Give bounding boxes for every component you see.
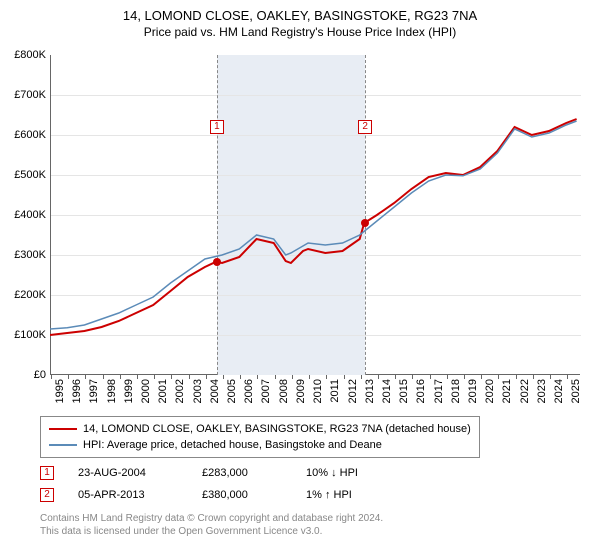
x-tick <box>275 375 276 379</box>
x-tick <box>257 375 258 379</box>
transaction-price: £380,000 <box>202 489 282 501</box>
footer-line1: Contains HM Land Registry data © Crown c… <box>40 512 383 525</box>
x-axis-label: 2006 <box>243 379 255 403</box>
x-tick <box>361 375 362 379</box>
transaction-price: £283,000 <box>202 467 282 479</box>
transaction-date: 23-AUG-2004 <box>78 467 178 479</box>
x-axis-label: 2015 <box>398 379 410 403</box>
x-axis-label: 2022 <box>519 379 531 403</box>
x-tick <box>85 375 86 379</box>
x-tick <box>550 375 551 379</box>
x-axis-label: 2020 <box>484 379 496 403</box>
x-axis-label: 1995 <box>54 379 66 403</box>
x-axis-label: 2004 <box>209 379 221 403</box>
x-axis-label: 2007 <box>260 379 272 403</box>
x-axis-label: 1999 <box>123 379 135 403</box>
x-axis-label: 2000 <box>140 379 152 403</box>
x-tick <box>344 375 345 379</box>
x-axis-label: 2016 <box>415 379 427 403</box>
x-tick <box>395 375 396 379</box>
x-axis-label: 2003 <box>192 379 204 403</box>
x-axis-label: 2019 <box>467 379 479 403</box>
y-axis-label: £700K <box>0 89 46 101</box>
x-axis-label: 2012 <box>347 379 359 403</box>
x-tick <box>326 375 327 379</box>
y-axis-label: £600K <box>0 129 46 141</box>
x-tick <box>309 375 310 379</box>
series-hpi <box>50 121 577 329</box>
chart-area: 12 £0£100K£200K£300K£400K£500K£600K£700K… <box>50 55 580 375</box>
x-axis-label: 1997 <box>88 379 100 403</box>
y-axis-label: £0 <box>0 369 46 381</box>
x-axis-label: 2009 <box>295 379 307 403</box>
x-tick <box>120 375 121 379</box>
chart-subtitle: Price paid vs. HM Land Registry's House … <box>0 23 600 39</box>
x-axis-label: 2002 <box>174 379 186 403</box>
x-axis-label: 2017 <box>433 379 445 403</box>
x-tick <box>51 375 52 379</box>
y-axis-label: £400K <box>0 209 46 221</box>
x-tick <box>567 375 568 379</box>
transaction-delta: 10% ↓ HPI <box>306 467 386 479</box>
x-axis-label: 2010 <box>312 379 324 403</box>
y-axis-label: £300K <box>0 249 46 261</box>
x-tick <box>430 375 431 379</box>
line-series-svg <box>50 55 580 375</box>
x-tick <box>240 375 241 379</box>
x-tick <box>189 375 190 379</box>
x-tick <box>154 375 155 379</box>
x-tick <box>68 375 69 379</box>
footer-attribution: Contains HM Land Registry data © Crown c… <box>40 512 383 538</box>
x-tick <box>137 375 138 379</box>
legend-swatch-property <box>49 428 77 430</box>
transaction-row: 1 23-AUG-2004 £283,000 10% ↓ HPI <box>40 462 386 484</box>
x-axis-label: 2008 <box>278 379 290 403</box>
legend-row-hpi: HPI: Average price, detached house, Basi… <box>49 437 471 453</box>
legend-row-property: 14, LOMOND CLOSE, OAKLEY, BASINGSTOKE, R… <box>49 421 471 437</box>
legend: 14, LOMOND CLOSE, OAKLEY, BASINGSTOKE, R… <box>40 416 480 458</box>
y-axis-label: £800K <box>0 49 46 61</box>
legend-swatch-hpi <box>49 444 77 446</box>
x-tick <box>498 375 499 379</box>
legend-label-hpi: HPI: Average price, detached house, Basi… <box>83 437 382 453</box>
x-axis-label: 1996 <box>71 379 83 403</box>
x-axis-label: 2025 <box>570 379 582 403</box>
footer-line2: This data is licensed under the Open Gov… <box>40 525 383 538</box>
transaction-id-marker: 2 <box>40 488 54 502</box>
legend-label-property: 14, LOMOND CLOSE, OAKLEY, BASINGSTOKE, R… <box>83 421 471 437</box>
transaction-id-marker: 1 <box>40 466 54 480</box>
chart-title: 14, LOMOND CLOSE, OAKLEY, BASINGSTOKE, R… <box>0 0 600 23</box>
x-tick <box>378 375 379 379</box>
x-axis-label: 2001 <box>157 379 169 403</box>
chart-container: 14, LOMOND CLOSE, OAKLEY, BASINGSTOKE, R… <box>0 0 600 560</box>
x-axis-label: 2024 <box>553 379 565 403</box>
x-tick <box>103 375 104 379</box>
x-axis-label: 2023 <box>536 379 548 403</box>
transaction-row: 2 05-APR-2013 £380,000 1% ↑ HPI <box>40 484 386 506</box>
x-tick <box>516 375 517 379</box>
y-axis-label: £500K <box>0 169 46 181</box>
x-axis-label: 2014 <box>381 379 393 403</box>
x-axis-label: 2005 <box>226 379 238 403</box>
x-tick <box>206 375 207 379</box>
x-tick <box>223 375 224 379</box>
x-tick <box>464 375 465 379</box>
x-tick <box>292 375 293 379</box>
x-axis-label: 2018 <box>450 379 462 403</box>
transaction-delta: 1% ↑ HPI <box>306 489 386 501</box>
x-axis-label: 2011 <box>329 379 341 403</box>
transactions-table: 1 23-AUG-2004 £283,000 10% ↓ HPI 2 05-APR-201… <box>40 462 386 506</box>
transaction-date: 05-APR-2013 <box>78 489 178 501</box>
x-tick <box>171 375 172 379</box>
y-axis-label: £100K <box>0 329 46 341</box>
series-property <box>50 119 577 335</box>
x-tick <box>481 375 482 379</box>
x-tick <box>447 375 448 379</box>
x-tick <box>533 375 534 379</box>
x-axis-label: 2013 <box>364 379 376 403</box>
y-axis-label: £200K <box>0 289 46 301</box>
x-axis-label: 2021 <box>501 379 513 403</box>
x-tick <box>412 375 413 379</box>
x-axis-label: 1998 <box>106 379 118 403</box>
